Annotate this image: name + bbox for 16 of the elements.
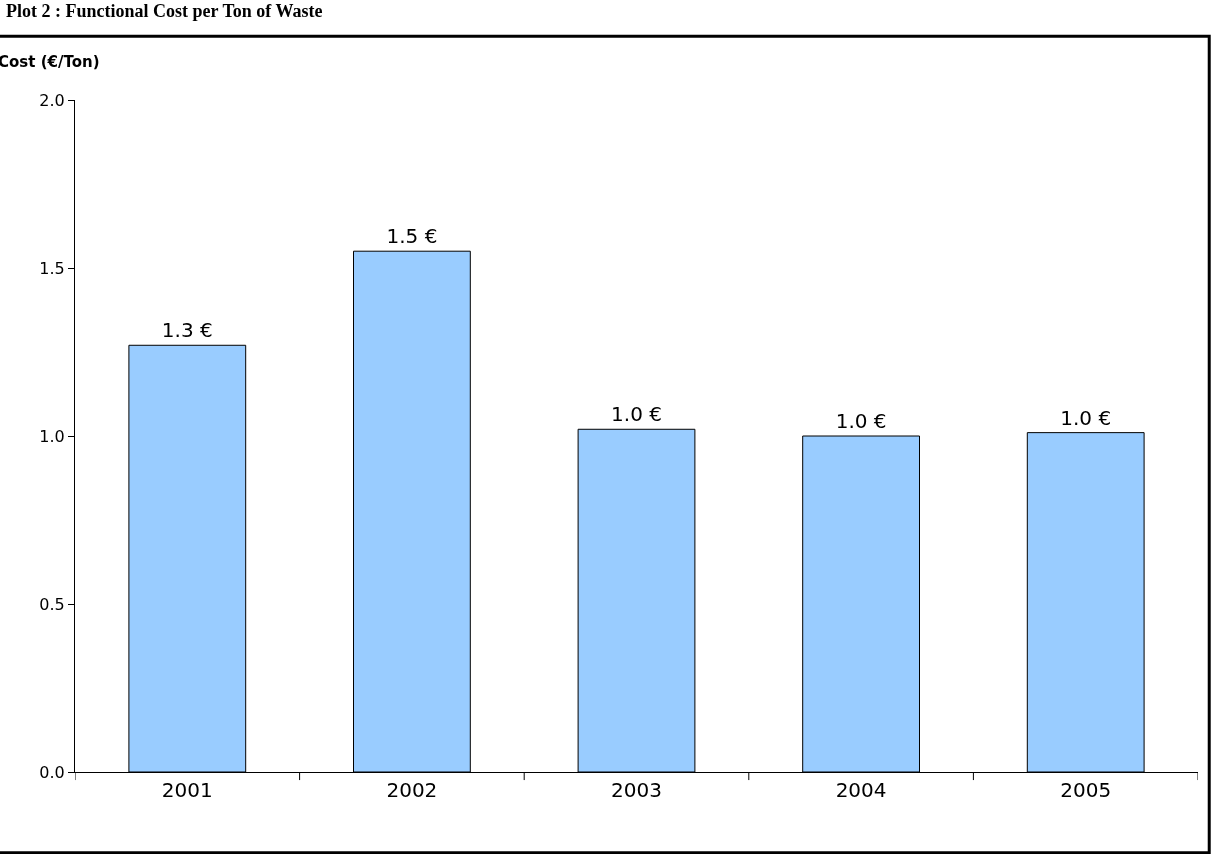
data-label: 1.5 €	[386, 224, 438, 249]
y-tick-label: 2.0	[39, 90, 65, 110]
x-tick-label: 2005	[1060, 778, 1112, 802]
x-tick-label: 2003	[611, 778, 662, 802]
data-label: 1.0 €	[835, 409, 887, 433]
data-label: 1.3 €	[161, 318, 213, 343]
x-tick-label: 2001	[161, 778, 213, 802]
y-tick-label: 1.5	[39, 258, 65, 278]
y-tick-label: 0.5	[39, 594, 65, 614]
chart-title: Plot 2 : Functional Cost per Ton of Waste	[6, 0, 323, 21]
x-tick-label: 2002	[386, 778, 438, 802]
data-label: 1.0 €	[611, 402, 662, 427]
data-label: 1.0 €	[1060, 405, 1112, 430]
y-tick-label: 0.0	[39, 762, 65, 782]
x-tick-label: 2004	[835, 778, 887, 802]
y-tick-label: 1.0	[39, 426, 65, 446]
